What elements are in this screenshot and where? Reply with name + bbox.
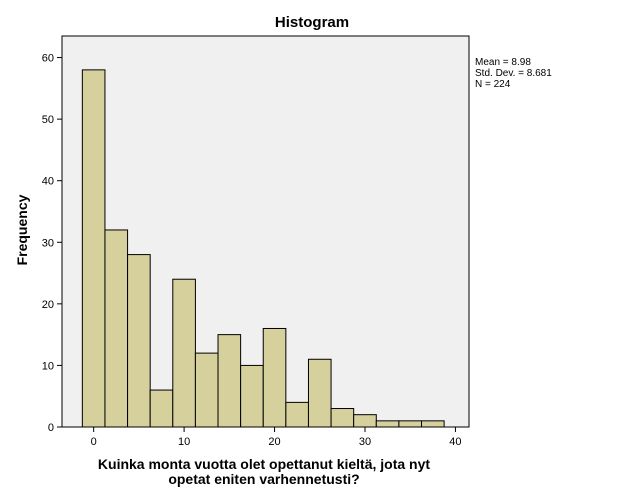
histogram-bar-14 [398, 420, 423, 428]
histogram-bar-13 [375, 420, 400, 428]
histogram-bar-2 [127, 254, 151, 428]
y-tick-label: 40 [42, 176, 54, 188]
x-axis: 0 10 20 30 40 [91, 427, 462, 448]
y-axis: 0 10 20 30 40 50 60 [42, 53, 62, 434]
y-tick-label: 10 [42, 360, 54, 372]
histogram-bar-0 [81, 69, 106, 428]
y-tick-label: 50 [42, 114, 54, 126]
chart-title: Histogram [275, 14, 349, 31]
histogram-bar-10 [307, 358, 332, 428]
histogram-bar-5 [194, 352, 219, 428]
x-tick-label: 40 [449, 436, 461, 448]
y-tick-label: 0 [48, 422, 54, 434]
histogram-bar-7 [240, 364, 264, 428]
histogram-bar-4 [172, 278, 196, 428]
histogram-bar-15 [421, 420, 445, 428]
x-tick-label: 20 [268, 436, 280, 448]
bars-group [81, 69, 445, 428]
stats-box: Mean = 8.98 Std. Dev. = 8.681 N = 224 [475, 57, 552, 90]
x-tick-label: 30 [359, 436, 371, 448]
y-tick-label: 30 [42, 237, 54, 249]
x-tick-label: 10 [178, 436, 190, 448]
y-tick-label: 60 [42, 53, 54, 65]
histogram-bar-8 [262, 327, 287, 428]
x-axis-title-line-2: opetat eniten varhennetusti? [168, 471, 359, 487]
histogram-bar-6 [217, 334, 242, 428]
histogram-bar-1 [104, 229, 129, 428]
histogram-bar-9 [285, 401, 309, 428]
histogram-bar-3 [149, 389, 174, 428]
x-axis-title-line-1: Kuinka monta vuotta olet opettanut kielt… [98, 456, 430, 472]
x-tick-label: 0 [91, 436, 97, 448]
stat-n: N = 224 [475, 79, 511, 90]
stat-mean: Mean = 8.98 [475, 57, 531, 68]
histogram-bar-11 [330, 408, 355, 428]
stat-std-dev: Std. Dev. = 8.681 [475, 68, 552, 79]
y-axis-title: Frequency [14, 194, 30, 265]
histogram-bar-12 [353, 414, 377, 428]
y-tick-label: 20 [42, 299, 54, 311]
